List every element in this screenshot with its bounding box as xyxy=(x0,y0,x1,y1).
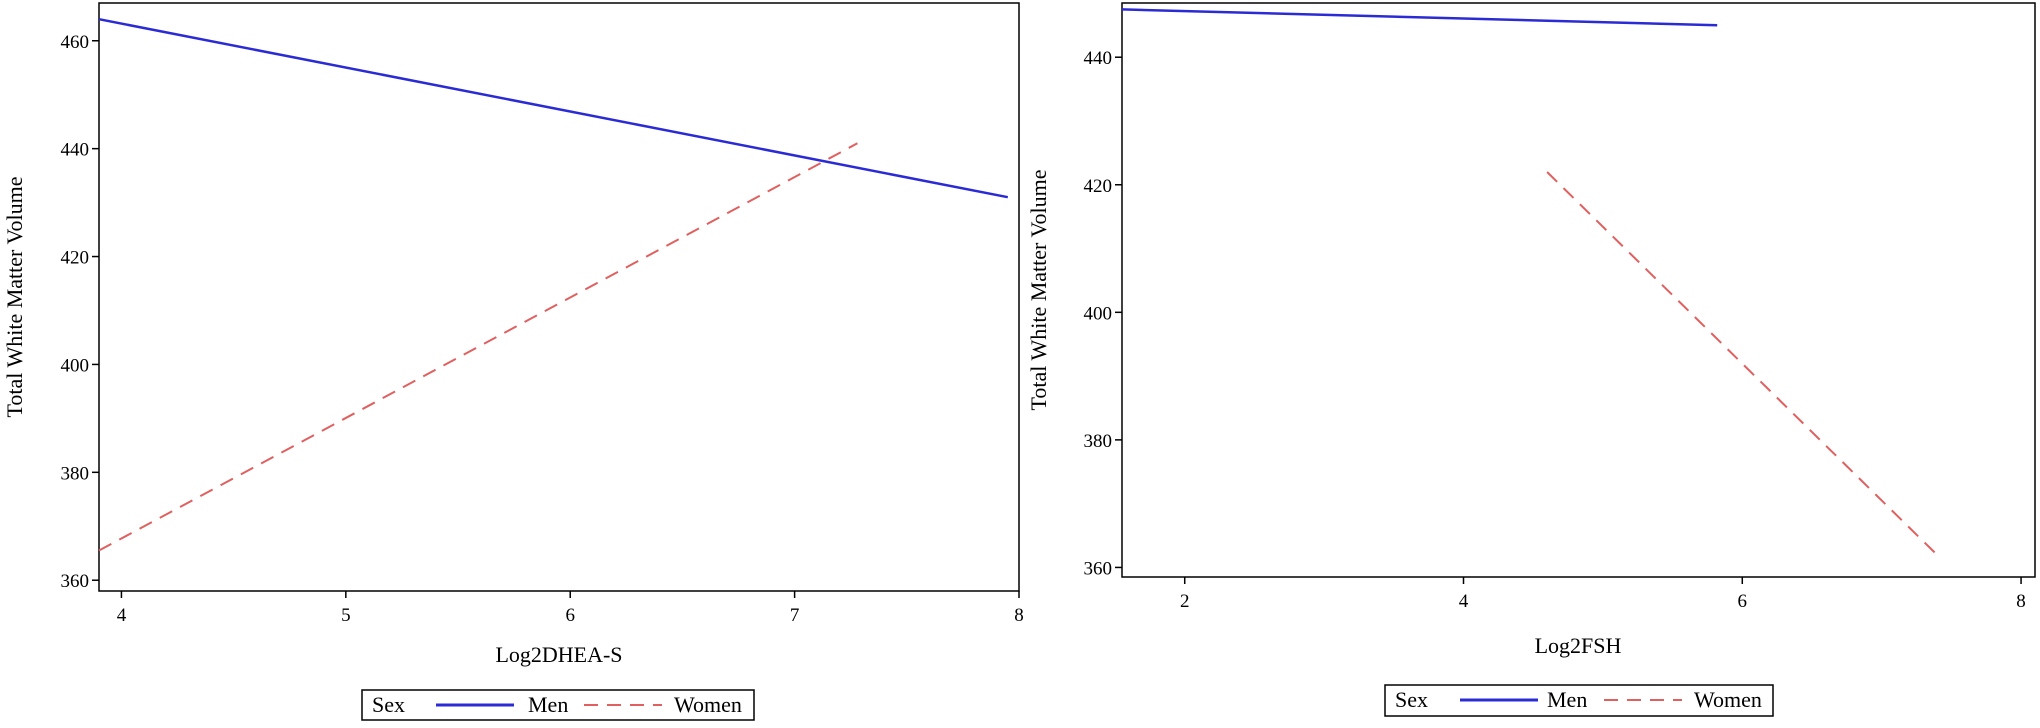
x-tick-label: 4 xyxy=(1459,591,1469,612)
legend: Sex Men Women xyxy=(361,689,755,721)
series-line-men xyxy=(98,17,1009,199)
x-tick-label: 2 xyxy=(1180,591,1190,612)
legend-label-women: Women xyxy=(1694,687,1762,712)
series-line-men xyxy=(1121,8,1718,27)
ticks: 4 5 6 7 8 360 380 400 420 440 460 xyxy=(61,32,1024,626)
y-tick-label: 420 xyxy=(1084,176,1113,197)
legend-frame xyxy=(1384,684,1774,717)
y-tick-label: 360 xyxy=(1084,558,1113,579)
legend-label-men: Men xyxy=(1547,687,1587,712)
y-tick-label: 400 xyxy=(1084,303,1113,324)
y-tick-label: 460 xyxy=(61,32,90,53)
x-tick-label: 5 xyxy=(341,605,351,626)
x-tick-label: 6 xyxy=(565,605,575,626)
y-tick-label: 440 xyxy=(1084,48,1113,69)
y-tick-label: 400 xyxy=(61,355,90,376)
legend: Sex Men Women xyxy=(1384,684,1774,717)
legend-label-men: Men xyxy=(528,692,568,717)
x-axis-label: Log2FSH xyxy=(1535,633,1622,658)
plot-frame xyxy=(98,2,1020,592)
y-tick-label: 420 xyxy=(61,248,90,269)
x-tick-label: 4 xyxy=(117,605,127,626)
series-line-women xyxy=(98,142,858,552)
chart-right: 2 4 6 8 360 380 400 420 440 Log2FSH Total White … xyxy=(1026,2,2036,717)
y-tick-label: 380 xyxy=(61,463,90,484)
y-axis-label: Total White Matter Volume xyxy=(1026,169,1051,410)
y-axis-label: Total White Matter Volume xyxy=(2,176,27,417)
legend-title: Sex xyxy=(372,692,405,717)
legend-label-women: Women xyxy=(674,692,742,717)
ticks: 2 4 6 8 360 380 400 420 440 xyxy=(1084,48,2026,612)
x-tick-label: 7 xyxy=(790,605,800,626)
x-tick-label: 8 xyxy=(1014,605,1024,626)
y-tick-label: 380 xyxy=(1084,431,1113,452)
x-tick-label: 8 xyxy=(2016,591,2026,612)
y-tick-label: 440 xyxy=(61,140,90,161)
plot-frame xyxy=(1121,2,2036,578)
legend-title: Sex xyxy=(1395,687,1428,712)
chart-left: 4 5 6 7 8 360 380 400 420 440 460 Log2DHEA-S Total… xyxy=(2,2,1024,721)
series-lines xyxy=(98,17,1009,552)
series-line-women xyxy=(1546,171,1941,559)
x-axis-label: Log2DHEA-S xyxy=(495,642,622,667)
x-tick-label: 6 xyxy=(1738,591,1748,612)
y-tick-label: 360 xyxy=(61,571,90,592)
legend-frame xyxy=(361,689,755,721)
series-lines xyxy=(1121,8,1941,559)
